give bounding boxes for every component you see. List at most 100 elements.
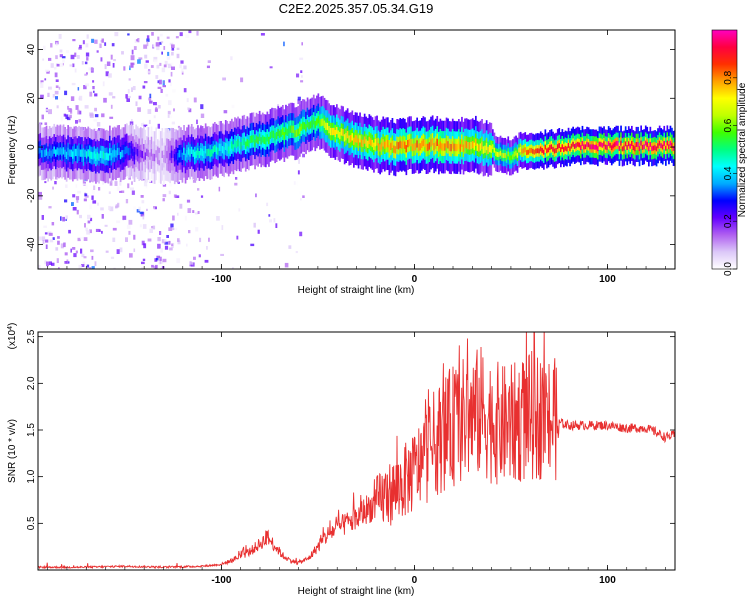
colorbar-tick-label: 0.4	[723, 166, 734, 180]
noise-speck	[133, 206, 137, 210]
noise-speck	[143, 106, 147, 110]
noise-speck	[77, 87, 80, 91]
noise-speck	[58, 34, 62, 39]
ridge-cell	[42, 150, 45, 158]
ridge-cell	[655, 146, 658, 152]
noise-speck	[98, 187, 101, 191]
ridge-cell	[603, 141, 605, 147]
ridge-cell	[90, 151, 93, 160]
noise-speck	[220, 253, 224, 256]
noise-speck	[38, 264, 41, 269]
noise-speck	[108, 205, 111, 211]
ridge-cell	[173, 154, 176, 162]
ridge-cell	[294, 130, 296, 138]
noise-speck	[55, 42, 58, 46]
noise-speck	[151, 226, 154, 229]
noise-speck	[103, 97, 107, 103]
noise-speck	[76, 199, 79, 203]
ridge-cell	[600, 141, 602, 147]
noise-speck	[38, 195, 43, 200]
noise-speck	[91, 195, 94, 200]
ridge-cell	[269, 131, 272, 140]
ridge-cell	[55, 149, 57, 157]
noise-speck	[59, 62, 64, 67]
ridge-cell	[143, 149, 145, 157]
noise-speck	[137, 59, 141, 64]
noise-speck	[112, 63, 115, 68]
noise-speck	[134, 39, 137, 43]
noise-speck	[58, 267, 60, 269]
noise-speck	[42, 240, 45, 244]
ridge-cell	[668, 144, 670, 150]
noise-speck	[84, 223, 86, 228]
noise-speck	[83, 198, 87, 202]
noise-speck	[129, 253, 133, 258]
ridge-cell	[99, 150, 102, 158]
ridge-cell	[569, 146, 571, 152]
noise-speck	[78, 95, 83, 101]
ridge-cell	[257, 136, 259, 144]
ridge-cell	[526, 150, 528, 155]
noise-speck	[131, 190, 135, 195]
noise-speck	[269, 66, 273, 69]
ridge-cell	[505, 154, 508, 160]
ridge-cell	[180, 149, 182, 158]
ridge-cell	[535, 148, 537, 154]
ridge-cell	[421, 140, 423, 148]
noise-speck	[170, 62, 174, 66]
ridge-cell	[181, 152, 184, 160]
ridge-cell	[357, 138, 360, 146]
ridge-cell	[214, 144, 216, 152]
ridge-cell	[499, 150, 502, 156]
ridge-cell	[204, 146, 207, 154]
ridge-cell	[59, 147, 62, 155]
noise-speck	[111, 43, 115, 47]
ridge-cell	[507, 151, 510, 157]
ridge-cell	[570, 143, 573, 149]
noise-speck	[218, 186, 221, 192]
ridge-cell	[538, 148, 540, 154]
noise-speck	[235, 177, 238, 180]
noise-speck	[144, 63, 148, 69]
ridge-cell	[617, 141, 619, 146]
noise-speck	[125, 237, 128, 242]
noise-speck	[145, 184, 148, 189]
ridge-cell	[669, 140, 672, 146]
noise-speck	[128, 219, 133, 225]
x-tick-label: 0	[412, 274, 418, 285]
ridge-cell	[558, 143, 561, 148]
noise-speck	[65, 184, 68, 188]
ridge-cell	[147, 149, 150, 158]
ridge-cell	[660, 143, 662, 149]
noise-speck	[65, 114, 69, 119]
ridge-cell	[607, 141, 610, 147]
noise-speck	[232, 267, 234, 269]
noise-speck	[126, 224, 131, 229]
noise-speck	[175, 195, 180, 198]
noise-speck	[64, 252, 68, 256]
ridge-cell	[644, 140, 647, 146]
noise-speck	[79, 44, 82, 48]
ridge-cell	[160, 153, 162, 162]
ridge-cell	[158, 152, 161, 161]
ridge-cell	[402, 140, 405, 148]
noise-speck	[86, 72, 88, 75]
noise-speck	[56, 63, 60, 67]
ridge-cell	[431, 138, 434, 146]
noise-speck	[72, 194, 76, 198]
noise-speck	[138, 95, 142, 100]
ridge-cell	[295, 129, 298, 137]
noise-speck	[86, 57, 89, 61]
noise-speck	[63, 242, 66, 248]
noise-speck	[151, 264, 154, 268]
noise-speck	[58, 86, 61, 90]
noise-speck	[197, 211, 200, 214]
noise-speck	[172, 227, 175, 231]
noise-speck	[221, 225, 224, 230]
noise-speck	[277, 104, 280, 108]
noise-speck	[199, 237, 202, 243]
ridge-cell	[434, 141, 437, 149]
ridge-cell	[282, 127, 284, 135]
ridge-cell	[53, 146, 56, 154]
ridge-cell	[288, 126, 290, 134]
